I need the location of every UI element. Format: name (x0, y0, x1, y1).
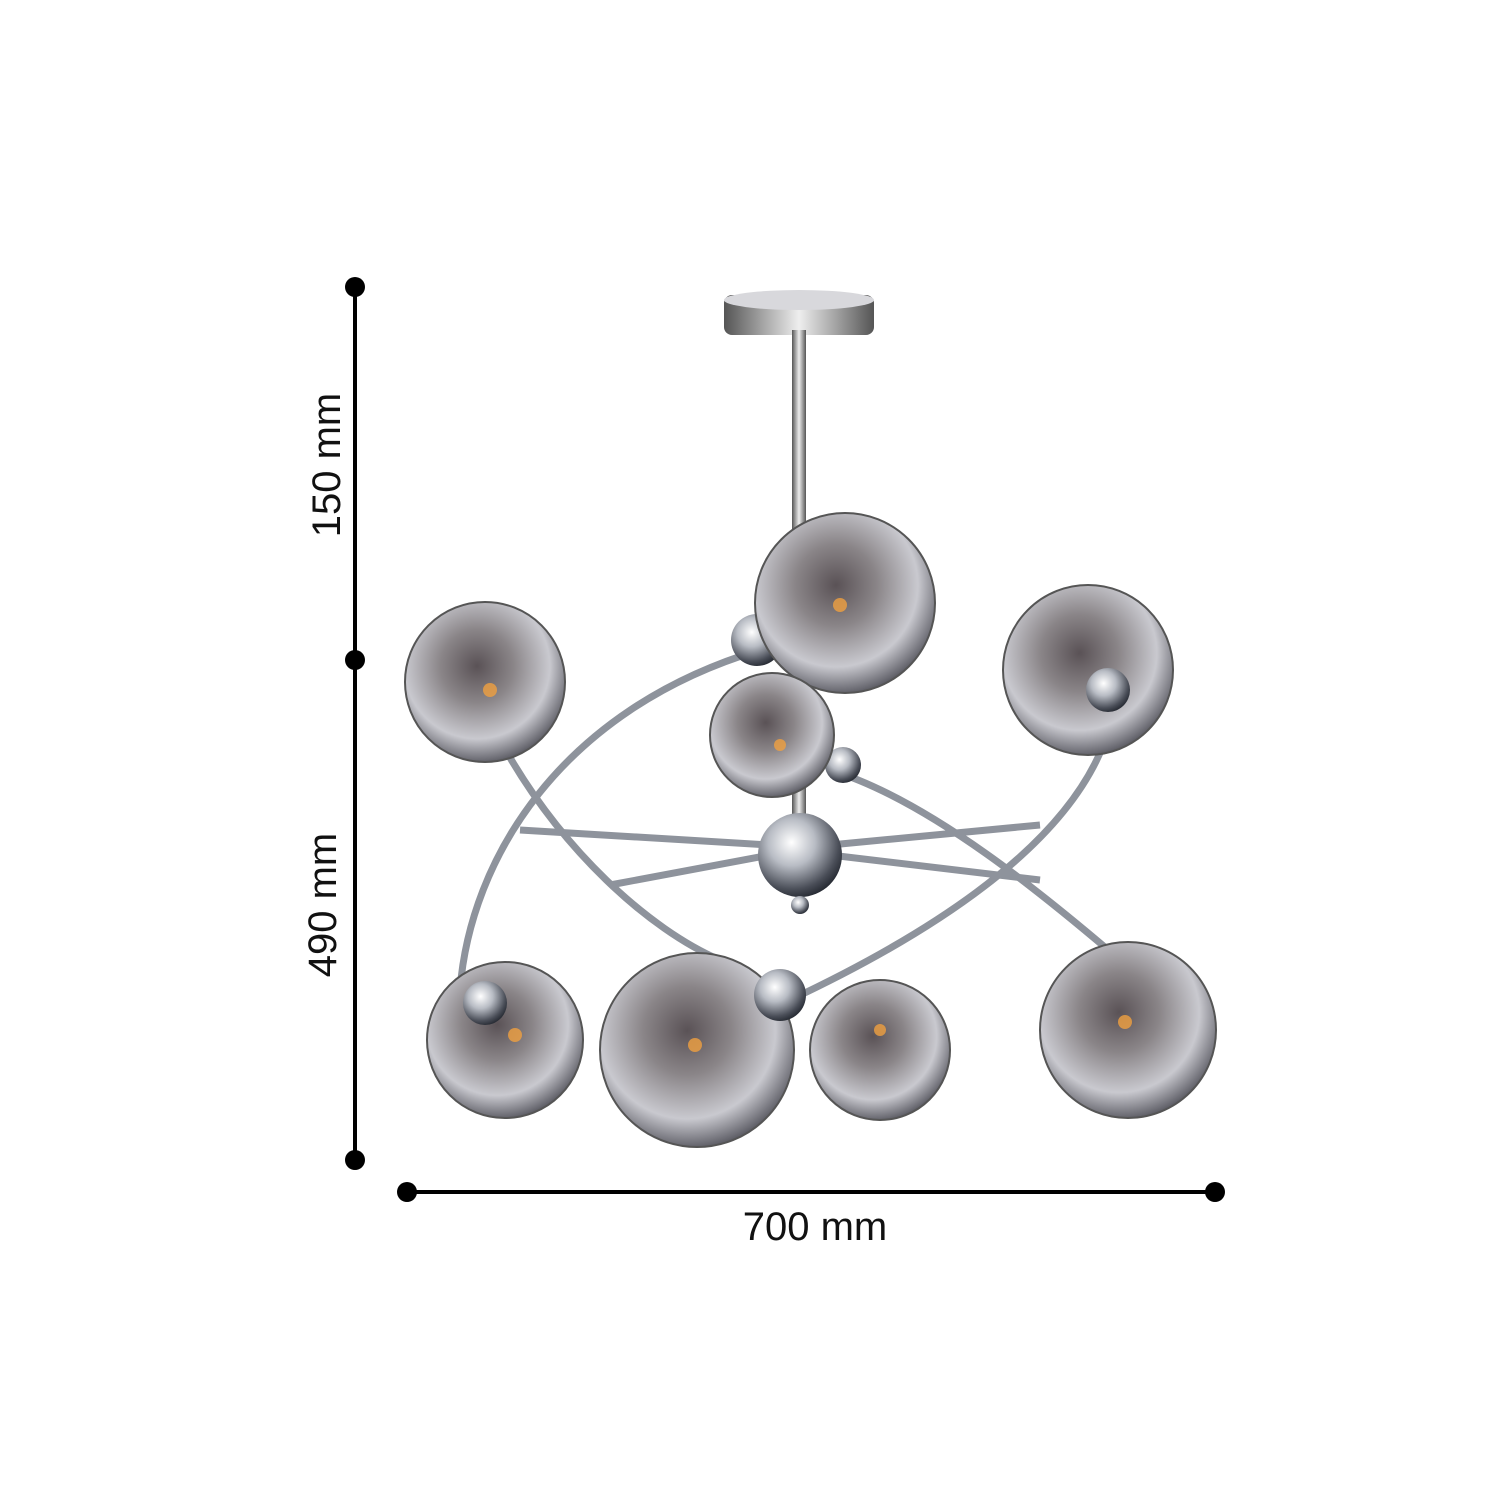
chandelier (404, 290, 1217, 1148)
dot (345, 1150, 365, 1170)
dot (345, 277, 365, 297)
width-label: 700 mm (743, 1205, 888, 1249)
top-height-label: 150 mm (305, 393, 349, 538)
dot (345, 650, 365, 670)
dot (397, 1182, 417, 1202)
dot (1205, 1182, 1225, 1202)
dimension-lines (345, 277, 1225, 1202)
body-height-label: 490 mm (301, 833, 345, 978)
